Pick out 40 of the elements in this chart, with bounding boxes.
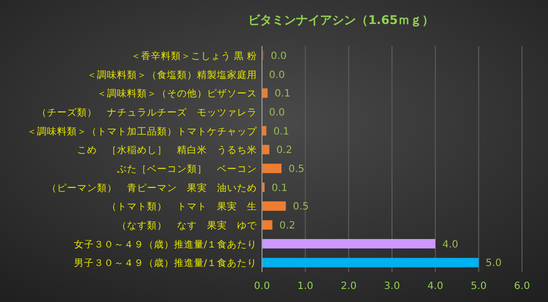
data-label: 0.0 (269, 70, 285, 81)
bar (262, 88, 268, 98)
y-tick-label: ＜調味料類＞（トマト加工品類）トマトケチャップ (27, 125, 258, 138)
y-tick-label: （なす類） なす 果実 ゆで (117, 219, 258, 232)
chart-title: ビタミンナイアシン（1.65ｍｇ） (248, 13, 434, 27)
data-label: 0.0 (270, 50, 287, 62)
x-tick-label: 1.0 (297, 281, 314, 292)
data-label: 0.5 (292, 202, 309, 213)
bar (262, 258, 479, 268)
data-label: 0.5 (288, 164, 304, 175)
bar (262, 239, 436, 248)
y-tick-label: ぶた［ベーコン類］ ベーコン (117, 162, 257, 175)
y-tick-label: ＜香辛料類＞こしょう 黒 粉 (130, 50, 257, 62)
x-tick-label: 2.0 (340, 281, 357, 292)
y-tick-label: 男子３０～４９（歳）推進量/１食あたり (74, 257, 257, 270)
bar (262, 201, 286, 211)
y-tick-label: （チーズ類） ナチュラルチーズ モッツァレラ (37, 106, 257, 118)
data-label: 0.1 (273, 126, 290, 138)
x-tick-label: 4.0 (427, 281, 444, 292)
data-label: 0.2 (279, 220, 296, 232)
y-tick-label: ＜調味料類＞（その他）ピザソース (97, 88, 257, 100)
data-label: 0.2 (276, 145, 292, 156)
data-label: 0.1 (272, 182, 288, 194)
bar (262, 220, 272, 230)
bar (262, 144, 270, 154)
bar (262, 126, 266, 136)
data-label: 4.0 (442, 239, 458, 250)
y-tick-label: ＜調味料類＞（食塩類）精製塩家庭用 (87, 68, 257, 81)
y-tick-label: （トマト類） トマト 果実 生 (107, 200, 257, 213)
x-tick-label: 5.0 (470, 281, 487, 292)
data-label: 0.1 (274, 88, 291, 100)
data-label: 0.0 (269, 107, 285, 118)
x-tick-label: 0.0 (254, 281, 270, 292)
y-tick-label: こめ ［水稲めし］ 精白米 うるち米 (77, 144, 257, 156)
x-tick-label: 3.0 (384, 281, 400, 292)
y-tick-label: 女子３０～４９（歳）推進量/１食あたり (74, 238, 257, 250)
x-tick-label: 6.0 (514, 281, 530, 292)
data-label: 5.0 (486, 258, 502, 270)
bar (262, 164, 282, 174)
y-tick-label: （ピーマン類） 青ピーマン 果実 油いため (47, 182, 257, 194)
